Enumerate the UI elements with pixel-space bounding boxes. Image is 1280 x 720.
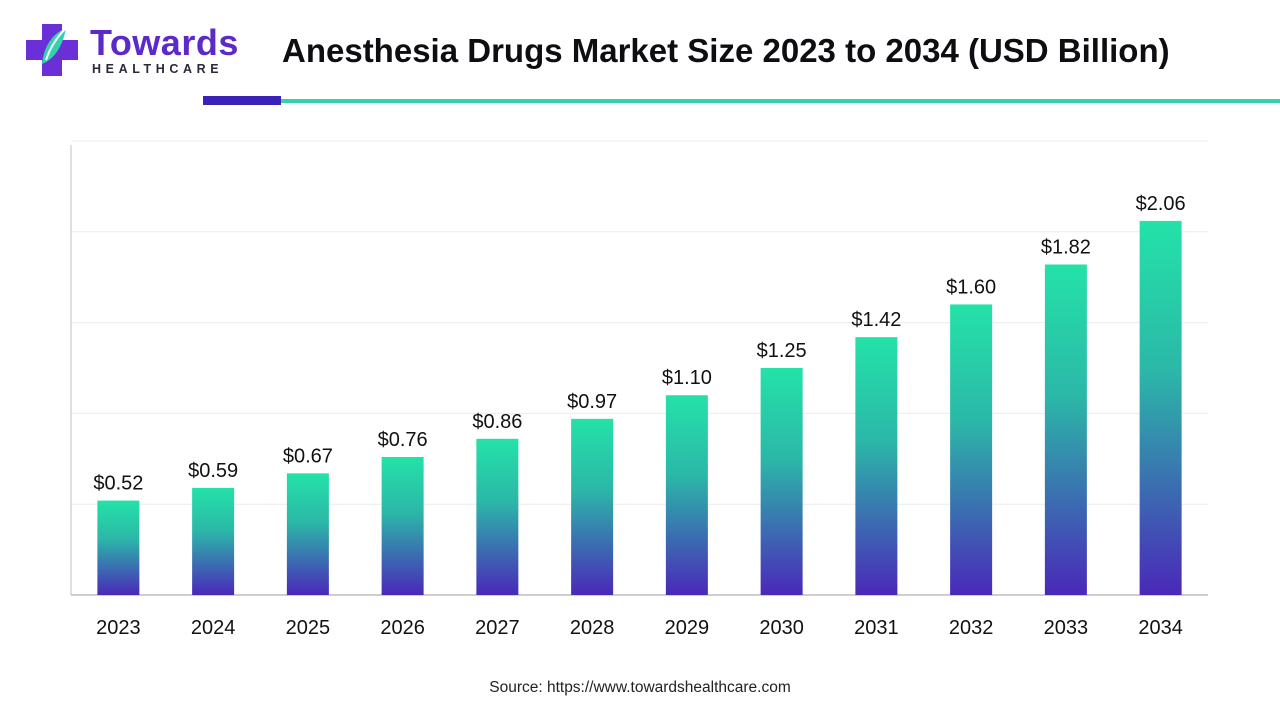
value-label-2031: $1.42 xyxy=(851,309,901,331)
bar-2027 xyxy=(476,438,519,595)
page-title: Anesthesia Drugs Market Size 2023 to 203… xyxy=(282,32,1170,69)
value-label-2026: $0.76 xyxy=(378,429,428,451)
x-tick-2023: 2023 xyxy=(96,617,141,639)
bar-2031 xyxy=(855,337,898,595)
value-label-2027: $0.86 xyxy=(472,411,522,433)
x-tick-2034: 2034 xyxy=(1138,617,1183,639)
gridlines xyxy=(71,140,1208,505)
bar-chart: $0.52 $0.59 $0.67 $0.76 $0.86 $0.97 $1.10 $1.25… xyxy=(70,140,1208,639)
bars xyxy=(97,220,1182,595)
value-label-2028: $0.97 xyxy=(567,391,617,413)
x-tick-2026: 2026 xyxy=(380,617,425,639)
brand-logo: Towards HEALTHCARE xyxy=(20,18,240,82)
value-label-2034: $2.06 xyxy=(1136,193,1186,215)
brand-name: Towards xyxy=(90,22,239,63)
value-label-2032: $1.60 xyxy=(946,276,996,298)
bar-2033 xyxy=(1044,264,1087,595)
x-tick-labels: 2023 2024 2025 2026 2027 2028 2029 2030 2031 2032… xyxy=(96,617,1183,639)
bar-2032 xyxy=(950,304,993,595)
x-tick-2032: 2032 xyxy=(949,617,994,639)
x-tick-2028: 2028 xyxy=(570,617,615,639)
x-tick-2033: 2033 xyxy=(1044,617,1089,639)
title-underline-rule xyxy=(281,99,1280,103)
title-underline-accent xyxy=(203,96,281,105)
x-tick-2024: 2024 xyxy=(191,617,236,639)
value-labels: $0.52 $0.59 $0.67 $0.76 $0.86 $0.97 $1.10 $1.25… xyxy=(93,193,1185,495)
x-tick-2031: 2031 xyxy=(854,617,899,639)
value-label-2025: $0.67 xyxy=(283,445,333,467)
value-label-2029: $1.10 xyxy=(662,367,712,389)
x-tick-2027: 2027 xyxy=(475,617,520,639)
bar-2026 xyxy=(381,456,424,595)
bar-2024 xyxy=(192,487,235,595)
bar-2029 xyxy=(665,395,708,595)
value-label-2023: $0.52 xyxy=(93,473,143,495)
medical-cross-icon xyxy=(26,24,78,76)
bar-2025 xyxy=(286,473,329,595)
x-tick-2029: 2029 xyxy=(665,617,710,639)
bar-2028 xyxy=(571,418,614,595)
x-tick-2025: 2025 xyxy=(286,617,331,639)
source-note: Source: https://www.towardshealthcare.co… xyxy=(489,679,791,696)
value-label-2033: $1.82 xyxy=(1041,236,1091,258)
brand-subtitle: HEALTHCARE xyxy=(92,62,224,76)
bar-2034 xyxy=(1139,220,1182,595)
bar-2030 xyxy=(760,368,803,595)
value-label-2030: $1.25 xyxy=(757,340,807,362)
x-tick-2030: 2030 xyxy=(759,617,804,639)
bar-2023 xyxy=(97,500,140,595)
value-label-2024: $0.59 xyxy=(188,460,238,482)
